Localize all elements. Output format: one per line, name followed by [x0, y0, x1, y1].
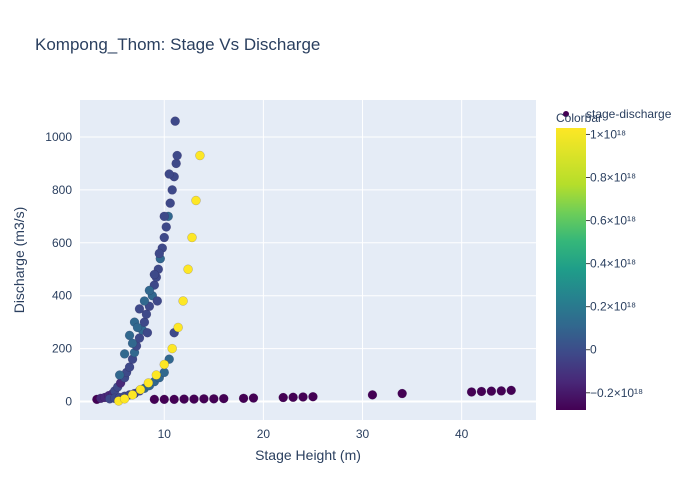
data-point	[159, 232, 170, 243]
data-point	[170, 116, 180, 126]
legend[interactable]: stage-discharge	[563, 107, 672, 121]
data-point	[288, 392, 298, 403]
data-point	[159, 367, 170, 378]
data-point	[187, 232, 197, 243]
data-point	[149, 269, 160, 280]
y-tick-label: 0	[65, 394, 72, 408]
x-tick-label: 30	[356, 427, 370, 441]
colorbar-tick-label: −0.2×10¹⁸	[590, 386, 643, 400]
colorbar-tick-label: 1×10¹⁸	[590, 127, 626, 141]
data-point	[127, 390, 138, 400]
data-point	[119, 349, 130, 359]
data-point	[397, 388, 407, 399]
data-point	[119, 394, 130, 404]
data-point	[178, 296, 188, 306]
y-tick-labels: 0 200 400 600 800 1000	[45, 130, 72, 408]
data-point	[218, 393, 229, 404]
data-point	[195, 150, 205, 161]
data-point	[476, 386, 487, 397]
y-tick-label: 1000	[45, 130, 72, 144]
colorbar-tick-label: 0.2×10¹⁸	[590, 300, 636, 314]
data-point	[169, 394, 179, 405]
data-point	[308, 391, 318, 402]
data-point	[496, 386, 507, 396]
data-point	[209, 394, 219, 404]
data-point	[248, 393, 259, 403]
colorbar-tick-label: 0	[590, 343, 597, 357]
data-point	[152, 296, 163, 306]
data-point	[486, 386, 497, 396]
colorbar-tick-label: 0.4×10¹⁸	[590, 257, 636, 271]
data-point	[179, 394, 189, 404]
x-tick-label: 10	[158, 427, 172, 441]
data-point	[159, 394, 170, 405]
legend-marker	[563, 111, 569, 117]
data-point	[124, 330, 135, 341]
data-point	[132, 322, 143, 333]
data-point	[171, 158, 181, 169]
data-point	[466, 387, 477, 397]
y-tick-label: 800	[52, 183, 72, 197]
x-tick-labels: 10 20 30 40	[158, 427, 469, 441]
data-point	[161, 222, 171, 232]
data-point	[298, 392, 308, 402]
data-point	[172, 150, 182, 161]
data-point	[149, 394, 160, 405]
colorbar: Colorbar −0.2×10¹⁸ 0 0.2×10¹⁸ 0.4×10¹⁸ 0.6×1…	[556, 111, 643, 410]
colorbar-title: Colorbar	[556, 111, 602, 125]
data-point	[141, 309, 152, 319]
colorbar-tick-label: 0.8×10¹⁸	[590, 171, 636, 185]
y-tick-label: 600	[52, 236, 72, 250]
data-point	[189, 394, 199, 404]
data-point	[183, 264, 193, 275]
data-point	[164, 169, 174, 179]
data-point	[134, 333, 145, 343]
data-point	[238, 393, 249, 404]
data-point	[135, 384, 146, 395]
data-point	[144, 285, 155, 296]
data-point	[151, 370, 162, 380]
data-point	[139, 296, 150, 306]
data-point	[159, 211, 170, 222]
scatter-points	[92, 116, 516, 406]
chart-title: Kompong_Thom: Stage Vs Discharge	[35, 35, 320, 54]
data-point	[199, 394, 209, 404]
legend-label: stage-discharge	[586, 107, 672, 121]
data-point	[173, 322, 183, 333]
data-point	[367, 390, 378, 400]
data-point	[142, 327, 153, 338]
colorbar-tick-labels: −0.2×10¹⁸ 0 0.2×10¹⁸ 0.4×10¹⁸ 0.6×10¹⁸ 0.8×10…	[586, 127, 643, 400]
data-point	[114, 370, 125, 380]
data-point	[159, 359, 170, 370]
y-axis-title: Discharge (m3/s)	[11, 207, 27, 314]
data-point	[506, 385, 516, 396]
data-point	[143, 378, 154, 388]
x-axis-title: Stage Height (m)	[255, 447, 361, 463]
data-point	[154, 248, 165, 259]
data-point	[191, 195, 201, 206]
x-tick-label: 40	[455, 427, 469, 441]
data-point	[167, 343, 177, 354]
plot-area	[80, 100, 536, 420]
data-point	[134, 304, 145, 314]
colorbar-gradient	[556, 128, 586, 410]
y-tick-label: 200	[52, 342, 72, 356]
data-point	[124, 362, 135, 372]
colorbar-tick-label: 0.6×10¹⁸	[590, 214, 636, 228]
data-point	[278, 392, 288, 403]
y-tick-label: 400	[52, 289, 72, 303]
data-point	[165, 198, 175, 208]
data-point	[127, 338, 138, 349]
data-point	[167, 185, 177, 195]
x-tick-label: 20	[257, 427, 271, 441]
